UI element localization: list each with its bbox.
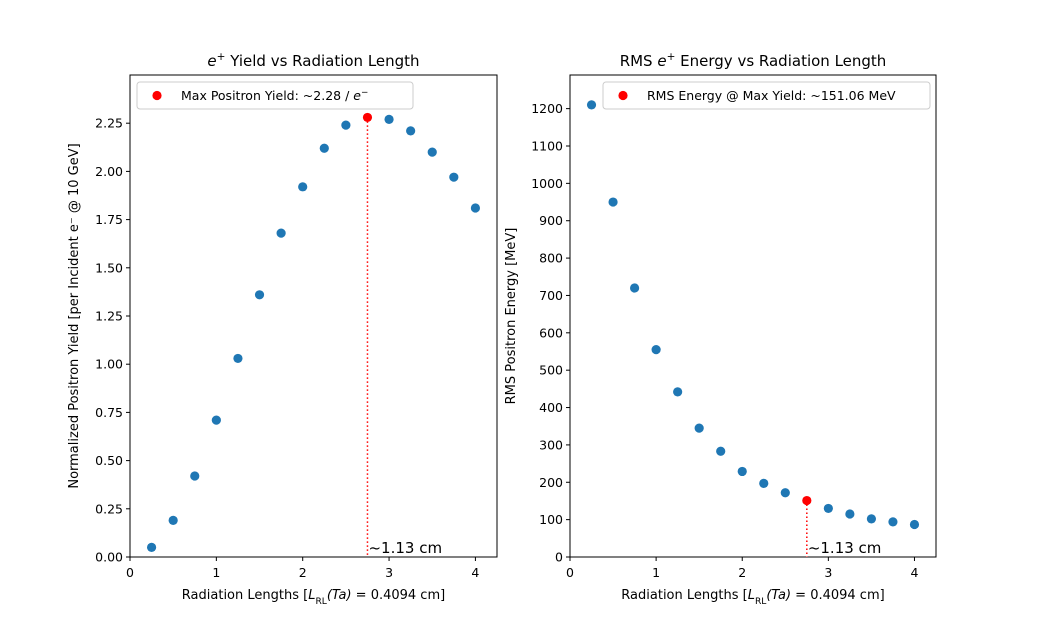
data-point xyxy=(586,100,597,110)
x-tick-label: 1 xyxy=(212,565,220,580)
chart-title: e+ Yield vs Radiation Length xyxy=(207,51,419,70)
data-point xyxy=(673,387,683,397)
data-point xyxy=(449,172,459,182)
y-tick-label: 500 xyxy=(539,363,563,378)
data-point xyxy=(866,514,877,524)
data-point xyxy=(211,415,221,425)
data-point xyxy=(780,488,790,498)
x-tick-label: 4 xyxy=(910,565,918,580)
y-tick-label: 100 xyxy=(539,512,563,527)
data-point xyxy=(629,283,640,293)
y-tick-label: 0.25 xyxy=(95,501,123,516)
data-point xyxy=(759,478,769,488)
data-point xyxy=(737,466,747,477)
y-tick-label: 2.25 xyxy=(95,116,123,131)
x-axis-label: Radiation Lengths [LRL(Ta) = 0.4094 cm] xyxy=(621,588,884,607)
max-point xyxy=(802,495,812,506)
y-tick-label: 1100 xyxy=(531,138,563,153)
x-tick-label: 3 xyxy=(824,565,832,580)
data-point xyxy=(427,147,437,157)
data-point xyxy=(276,228,286,238)
data-point xyxy=(845,509,855,519)
y-tick-label: 200 xyxy=(539,475,563,490)
data-point xyxy=(298,182,308,192)
x-tick-label: 4 xyxy=(471,565,479,580)
distance-annotation: ~1.13 cm xyxy=(368,539,442,557)
x-tick-label: 1 xyxy=(652,565,660,580)
y-tick-label: 0.50 xyxy=(95,453,123,468)
legend-label: Max Positron Yield: ~2.28 / e− xyxy=(181,88,368,103)
y-tick-label: 1.75 xyxy=(95,212,123,227)
data-point xyxy=(909,519,920,530)
y-axis-label: RMS Positron Energy [MeV] xyxy=(504,228,519,405)
x-tick-label: 2 xyxy=(738,565,746,580)
data-point xyxy=(233,353,243,364)
y-tick-label: 2.00 xyxy=(95,164,123,179)
legend-marker xyxy=(152,90,162,101)
data-point xyxy=(406,126,416,136)
chart-title: RMS e+ Energy vs Radiation Length xyxy=(620,51,887,70)
legend: Max Positron Yield: ~2.28 / e− xyxy=(136,81,414,110)
y-tick-label: 0.75 xyxy=(95,405,123,420)
data-point xyxy=(888,517,898,527)
legend-label: RMS Energy @ Max Yield: ~151.06 MeV xyxy=(647,88,896,103)
data-point xyxy=(168,515,178,525)
y-tick-label: 800 xyxy=(539,251,563,266)
y-axis-label: Normalized Positron Yield [per Incident … xyxy=(67,143,82,488)
y-tick-label: 1000 xyxy=(531,176,563,191)
y-tick-label: 1.25 xyxy=(95,309,123,324)
data-point xyxy=(694,423,704,433)
y-tick-label: 600 xyxy=(539,325,563,340)
x-tick-label: 0 xyxy=(126,565,134,580)
y-tick-label: 1.50 xyxy=(95,260,123,275)
max-point xyxy=(362,112,373,123)
legend-box xyxy=(136,81,414,110)
data-point xyxy=(716,446,726,456)
y-tick-label: 400 xyxy=(539,400,563,415)
legend-box xyxy=(602,81,931,110)
data-point xyxy=(319,143,329,153)
y-tick-label: 1.00 xyxy=(95,357,123,372)
x-tick-label: 3 xyxy=(385,565,393,580)
data-point xyxy=(384,114,394,124)
data-point xyxy=(341,120,351,130)
axes-frame xyxy=(129,74,498,558)
y-tick-label: 0.00 xyxy=(95,550,123,565)
y-tick-label: 900 xyxy=(539,213,563,228)
y-tick-label: 700 xyxy=(539,288,563,303)
axes-frame xyxy=(569,74,937,558)
x-axis-label: Radiation Lengths [LRL(Ta) = 0.4094 cm] xyxy=(182,588,445,607)
data-point xyxy=(823,503,833,514)
legend: RMS Energy @ Max Yield: ~151.06 MeV xyxy=(602,81,931,110)
x-tick-label: 2 xyxy=(299,565,307,580)
y-tick-label: 1200 xyxy=(531,101,563,116)
data-point xyxy=(651,345,661,355)
data-point xyxy=(608,197,618,207)
chart-2: 0 1 2 3 4 0 100 200 300 400 500 600 700 800 900 1000 110… xyxy=(504,51,937,607)
data-point xyxy=(254,290,265,300)
legend-marker xyxy=(618,90,628,101)
data-point xyxy=(146,542,157,552)
data-point xyxy=(190,471,200,481)
y-tick-label: 0 xyxy=(555,550,563,565)
x-tick-label: 0 xyxy=(566,565,574,580)
chart-1: 0 1 2 3 4 0.00 0.25 0.50 0.75 1.00 1.25 1.50 1.75 2.0… xyxy=(67,51,498,607)
data-point xyxy=(470,203,481,213)
y-tick-label: 300 xyxy=(539,437,563,452)
distance-annotation: ~1.13 cm xyxy=(808,539,882,557)
